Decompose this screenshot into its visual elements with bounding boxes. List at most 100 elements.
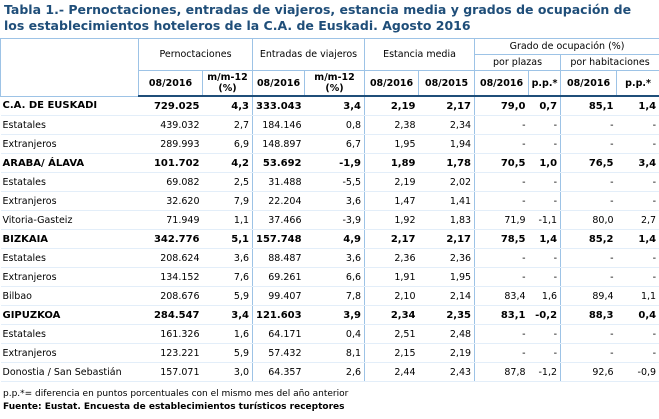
group-header: Estancia media	[364, 38, 476, 71]
cell: 2,17	[364, 229, 419, 249]
cell: 92,6	[560, 362, 617, 382]
cell: -	[528, 267, 562, 287]
cell: 2,51	[364, 324, 419, 344]
cell: -	[528, 343, 562, 363]
corner-cell	[0, 38, 139, 97]
cell: 3,4	[304, 95, 366, 116]
cell: -	[560, 343, 617, 363]
row-label: Estatales	[0, 248, 139, 268]
cell: -	[560, 324, 617, 344]
cell: -	[528, 115, 562, 135]
cell: 4,9	[304, 229, 366, 249]
cell: 76,5	[560, 153, 617, 173]
cell: 7,8	[304, 286, 366, 306]
cell: 184.146	[252, 115, 305, 135]
cell: -	[560, 191, 617, 211]
cell: 22.204	[252, 191, 305, 211]
detail-row: Donostia / San Sebastián 157.071 3,0 64.357…	[0, 362, 659, 382]
cell: 37.466	[252, 210, 305, 230]
cell: 2,6	[304, 362, 366, 382]
cell: 4,2	[202, 153, 254, 173]
cell: -5,5	[304, 172, 366, 192]
cell: 83,4	[474, 286, 529, 306]
row-label: Donostia / San Sebastián	[0, 362, 139, 382]
data-table: Pernoctaciones Entradas de viajeros Estanc…	[0, 38, 659, 382]
table-title: Tabla 1.- Pernoctaciones, entradas de vi…	[4, 2, 632, 33]
cell: 79,0	[474, 95, 529, 116]
cell: -	[474, 343, 529, 363]
cell: 71,9	[474, 210, 529, 230]
column-header: 08/2016	[138, 70, 203, 97]
cell: 1,6	[528, 286, 562, 306]
row-label: Extranjeros	[0, 267, 139, 287]
cell: 729.025	[138, 95, 203, 116]
cell: 2,34	[418, 115, 476, 135]
cell: 2,7	[616, 210, 659, 230]
cell: 1,91	[364, 267, 419, 287]
cell: 8,1	[304, 343, 366, 363]
cell: 1,4	[616, 229, 659, 249]
cell: 2,7	[202, 115, 254, 135]
cell: -	[616, 115, 659, 135]
cell: 208.676	[138, 286, 203, 306]
subgroup-header: por plazas	[474, 54, 562, 71]
column-header: p.p.*	[528, 70, 562, 97]
column-header: 08/2016	[474, 70, 530, 97]
cell: -0,9	[616, 362, 659, 382]
total-row: BIZKAIA 342.776 5,1 157.748 4,9 2,17 2,17 78,5 1…	[0, 229, 659, 249]
cell: 2,10	[364, 286, 419, 306]
cell: -	[474, 134, 529, 154]
cell: 0,8	[304, 115, 366, 135]
group-header: Grado de ocupación (%)	[474, 38, 659, 55]
cell: 57.432	[252, 343, 305, 363]
cell: 2,02	[418, 172, 476, 192]
cell: 87,8	[474, 362, 529, 382]
cell: -1,1	[528, 210, 562, 230]
detail-row: Extranjeros 32.620 7,9 22.204 3,6 1,47 1,41- - -…	[0, 191, 659, 211]
total-row: GIPUZKOA 284.547 3,4 121.603 3,9 2,34 2,35 83,1…	[0, 305, 659, 325]
footnote: p.p.*= diferencia en puntos porcentuales…	[3, 389, 349, 399]
cell: -	[474, 248, 529, 268]
cell: 3,0	[202, 362, 254, 382]
group-header: Pernoctaciones	[137, 38, 254, 71]
cell: 148.897	[252, 134, 305, 154]
total-row: ARABA/ ÁLAVA 101.702 4,2 53.692 -1,9 1,89 1,78…	[0, 153, 659, 173]
cell: 2,17	[418, 229, 476, 249]
cell: -3,9	[304, 210, 366, 230]
detail-row: Extranjeros 123.221 5,9 57.432 8,1 2,15 2,19- -…	[0, 343, 659, 363]
cell: -	[560, 115, 617, 135]
cell: 1,95	[364, 134, 419, 154]
cell: 2,14	[418, 286, 476, 306]
cell: 439.032	[138, 115, 203, 135]
cell: 157.071	[138, 362, 203, 382]
cell: -0,2	[528, 305, 562, 325]
cell: 2,34	[364, 305, 419, 325]
cell: -	[616, 343, 659, 363]
row-label: Estatales	[0, 172, 139, 192]
cell: -	[474, 191, 529, 211]
cell: 1,0	[528, 153, 562, 173]
row-label: Bilbao	[0, 286, 139, 306]
cell: 7,9	[202, 191, 254, 211]
detail-row: Estatales 69.082 2,5 31.488 -5,5 2,19 2,02- - - -	[0, 172, 659, 192]
detail-row: Extranjeros 134.152 7,6 69.261 6,6 1,91 1,95- -…	[0, 267, 659, 287]
cell: 5,9	[202, 286, 254, 306]
source-note: Fuente: Eustat. Encuesta de establecimie…	[3, 402, 345, 412]
column-header: m/m-12 (%)	[201, 70, 254, 97]
cell: 64.357	[252, 362, 305, 382]
row-label: BIZKAIA	[0, 229, 139, 249]
cell: 2,38	[364, 115, 419, 135]
cell: 1,89	[364, 153, 419, 173]
cell: -1,9	[304, 153, 366, 173]
cell: 2,35	[418, 305, 476, 325]
cell: 83,1	[474, 305, 529, 325]
cell: 0,7	[528, 95, 562, 116]
cell: 7,6	[202, 267, 254, 287]
cell: 2,15	[364, 343, 419, 363]
cell: 31.488	[252, 172, 305, 192]
cell: -	[474, 324, 529, 344]
detail-row: Vitoria-Gasteiz 71.949 1,1 37.466 -3,9 1,92 1,…	[0, 210, 659, 230]
cell: 70,5	[474, 153, 529, 173]
row-label: Extranjeros	[0, 191, 139, 211]
cell: -	[616, 248, 659, 268]
